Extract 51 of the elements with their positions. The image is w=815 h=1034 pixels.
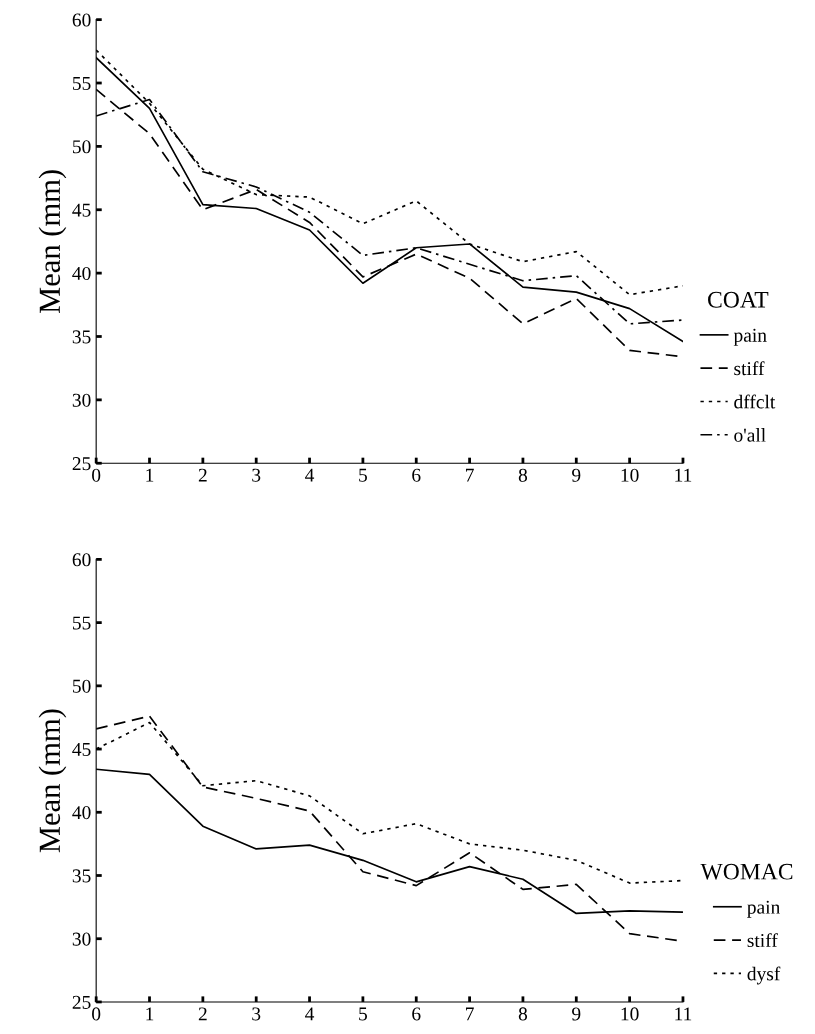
y-tick-label: 60 xyxy=(72,553,91,567)
x-tick-label: 4 xyxy=(305,468,315,482)
x-tick-label: 10 xyxy=(621,1007,639,1021)
x-tick-label: 5 xyxy=(359,1007,367,1021)
x-tick-label: 9 xyxy=(572,468,581,482)
x-tick-label: 2 xyxy=(198,1007,207,1021)
legend-label: pain xyxy=(733,328,767,346)
legend-label: o'all xyxy=(734,428,766,442)
y-tick-label: 25 xyxy=(72,457,91,471)
y-axis-title: Mean (mm) xyxy=(38,170,67,314)
y-tick-label: 35 xyxy=(72,869,91,883)
y-tick-label: 30 xyxy=(72,932,91,946)
legend-title: WOMAC xyxy=(700,863,793,880)
legend-label: pain xyxy=(747,900,780,918)
y-tick-label: 55 xyxy=(72,77,91,90)
x-tick-label: 0 xyxy=(92,468,101,482)
legend-label: stiff xyxy=(734,361,765,376)
x-tick-label: 9 xyxy=(572,1007,581,1021)
legend-title: COAT xyxy=(708,291,769,308)
x-tick-label: 6 xyxy=(412,1007,421,1021)
x-tick-label: 1 xyxy=(146,1007,154,1021)
legend-label: dffclt xyxy=(734,394,776,409)
y-axis-title: Mean (mm) xyxy=(38,709,67,853)
x-tick-label: 1 xyxy=(146,468,154,482)
x-tick-label: 10 xyxy=(621,468,639,482)
legend-label: dysf xyxy=(747,966,781,985)
y-tick-label: 40 xyxy=(72,806,91,820)
y-tick-label: 30 xyxy=(72,393,91,407)
x-tick-label: 2 xyxy=(198,468,207,482)
x-tick-label: 11 xyxy=(675,468,692,482)
y-tick-label: 50 xyxy=(72,679,91,693)
y-tick-label: 55 xyxy=(72,616,91,630)
y-tick-label: 60 xyxy=(72,13,91,27)
x-tick-label: 3 xyxy=(252,468,261,482)
y-tick-label: 45 xyxy=(72,203,91,217)
y-tick-label: 40 xyxy=(72,266,91,281)
x-tick-label: 5 xyxy=(359,468,367,482)
legend-label: stiff xyxy=(747,933,778,948)
x-tick-label: 8 xyxy=(518,468,528,482)
y-tick-label: 45 xyxy=(72,743,91,756)
y-tick-label: 25 xyxy=(72,995,91,1009)
x-tick-label: 7 xyxy=(466,1007,474,1021)
x-tick-label: 4 xyxy=(305,1007,315,1021)
x-tick-label: 11 xyxy=(675,1007,692,1021)
y-tick-label: 35 xyxy=(72,330,91,344)
y-tick-label: 50 xyxy=(72,140,91,154)
x-tick-label: 0 xyxy=(92,1007,101,1021)
x-tick-label: 6 xyxy=(412,468,421,482)
x-tick-label: 8 xyxy=(518,1007,528,1021)
x-tick-label: 7 xyxy=(466,468,474,482)
x-tick-label: 3 xyxy=(252,1007,261,1021)
